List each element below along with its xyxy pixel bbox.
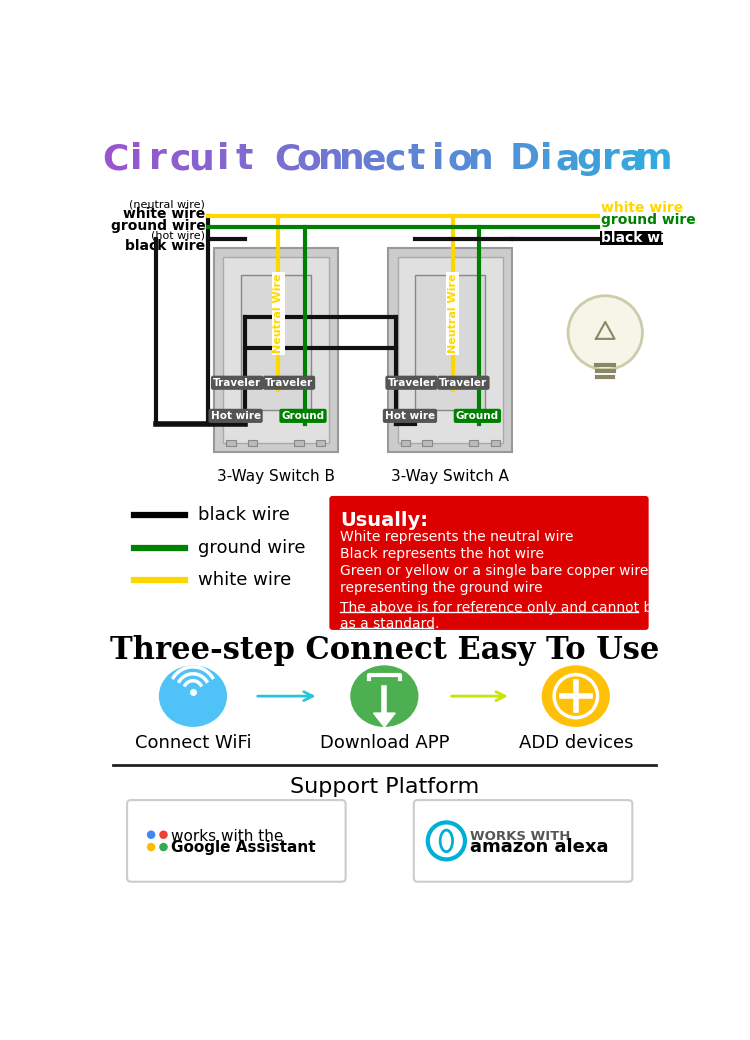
Text: D: D <box>509 142 539 177</box>
Text: C: C <box>274 142 301 177</box>
Text: amazon alexa: amazon alexa <box>470 838 608 856</box>
Bar <box>226 440 236 446</box>
Text: as a standard.: as a standard. <box>340 617 439 631</box>
Text: Hot wire: Hot wire <box>385 411 435 421</box>
Bar <box>400 440 410 446</box>
Text: Three-step Connect Easy To Use: Three-step Connect Easy To Use <box>110 635 659 667</box>
Text: Connect WiFi: Connect WiFi <box>135 734 251 752</box>
Text: u: u <box>188 142 214 177</box>
Text: a: a <box>555 142 580 177</box>
Text: r: r <box>149 142 167 177</box>
Circle shape <box>147 831 155 839</box>
Circle shape <box>159 842 168 852</box>
Circle shape <box>568 295 643 369</box>
Circle shape <box>147 842 155 852</box>
Text: 3-Way Switch B: 3-Way Switch B <box>217 469 334 484</box>
Text: Google Assistant: Google Assistant <box>171 839 316 855</box>
Text: g: g <box>576 142 602 177</box>
FancyBboxPatch shape <box>329 496 649 630</box>
Circle shape <box>159 831 168 839</box>
Bar <box>416 275 485 410</box>
Polygon shape <box>374 713 395 727</box>
Text: ground wire: ground wire <box>197 539 305 556</box>
Text: Traveler: Traveler <box>265 378 313 388</box>
Text: i: i <box>130 142 142 177</box>
Text: c: c <box>385 142 406 177</box>
Text: Neutral Wire: Neutral Wire <box>448 274 458 354</box>
Text: black wire: black wire <box>602 231 682 245</box>
Text: Ground: Ground <box>281 411 325 421</box>
FancyBboxPatch shape <box>127 800 346 882</box>
Bar <box>388 248 512 452</box>
Bar <box>224 257 328 443</box>
Text: ADD devices: ADD devices <box>518 734 633 752</box>
Bar <box>422 440 432 446</box>
Text: n: n <box>469 142 494 177</box>
Text: white wire: white wire <box>602 201 684 215</box>
Text: white wire: white wire <box>197 571 291 589</box>
Text: Traveler: Traveler <box>440 378 488 388</box>
Text: Download APP: Download APP <box>320 734 449 752</box>
Bar <box>398 257 503 443</box>
Text: c: c <box>169 142 190 177</box>
FancyBboxPatch shape <box>600 231 663 244</box>
Text: Black represents the hot wire: Black represents the hot wire <box>340 547 544 561</box>
Text: i: i <box>217 142 229 177</box>
Text: o: o <box>448 142 472 177</box>
Text: Support Platform: Support Platform <box>290 777 479 797</box>
Text: Neutral Wire: Neutral Wire <box>273 274 284 354</box>
Bar <box>490 440 500 446</box>
Text: 3-Way Switch A: 3-Way Switch A <box>392 469 509 484</box>
Ellipse shape <box>350 666 418 727</box>
Text: white wire: white wire <box>123 207 206 222</box>
Text: i: i <box>432 142 445 177</box>
Bar <box>241 275 310 410</box>
Text: C: C <box>102 142 128 177</box>
Text: Ground: Ground <box>456 411 499 421</box>
Text: WORKS WITH: WORKS WITH <box>470 830 570 842</box>
Text: (neutral wire): (neutral wire) <box>130 199 206 209</box>
Text: Green or yellow or a single bare copper wire: Green or yellow or a single bare copper … <box>340 564 649 577</box>
Text: black wire: black wire <box>125 239 206 253</box>
Bar <box>214 248 338 452</box>
Text: black wire: black wire <box>197 506 290 524</box>
Text: o: o <box>296 142 321 177</box>
Text: White represents the neutral wire: White represents the neutral wire <box>340 529 574 544</box>
Text: m: m <box>634 142 673 177</box>
Text: e: e <box>362 142 386 177</box>
Text: representing the ground wire: representing the ground wire <box>340 580 543 595</box>
Ellipse shape <box>159 666 227 727</box>
Text: i: i <box>540 142 552 177</box>
Text: t: t <box>408 142 425 177</box>
Text: ground wire: ground wire <box>110 218 206 233</box>
Bar <box>295 440 304 446</box>
Text: Traveler: Traveler <box>388 378 436 388</box>
Text: n: n <box>339 142 365 177</box>
Text: The above is for reference only and cannot be used: The above is for reference only and cann… <box>340 601 699 616</box>
Bar <box>316 440 326 446</box>
Text: Usually:: Usually: <box>340 512 428 530</box>
Text: (hot wire): (hot wire) <box>152 231 206 240</box>
Text: r: r <box>602 142 619 177</box>
Bar <box>469 440 478 446</box>
Text: n: n <box>318 142 344 177</box>
Text: Hot wire: Hot wire <box>211 411 261 421</box>
Text: Traveler: Traveler <box>213 378 261 388</box>
Ellipse shape <box>542 666 610 727</box>
Text: works with the: works with the <box>171 829 284 843</box>
Text: t: t <box>236 142 253 177</box>
Bar <box>248 440 257 446</box>
Text: a: a <box>620 142 644 177</box>
Text: ground wire: ground wire <box>602 213 696 228</box>
FancyBboxPatch shape <box>414 800 632 882</box>
